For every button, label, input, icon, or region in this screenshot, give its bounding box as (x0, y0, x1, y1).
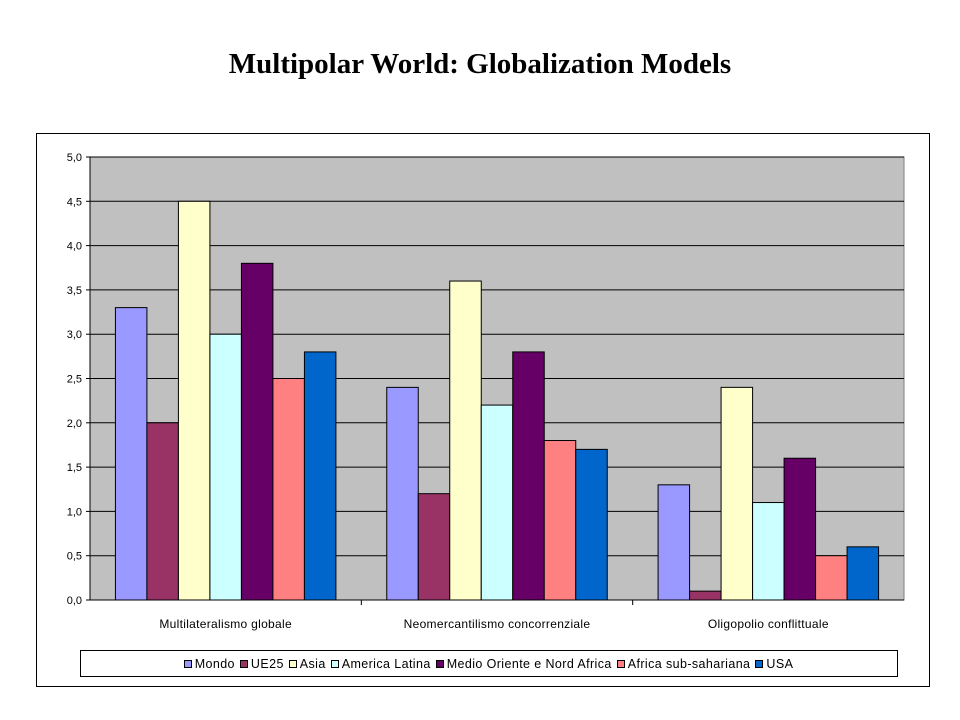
bar (543, 440, 577, 601)
y-tick-label: 3,5 (67, 285, 82, 297)
bar (386, 386, 419, 601)
bar (417, 493, 451, 601)
y-tick-label: 4,0 (67, 241, 82, 253)
bar (657, 484, 691, 601)
bar (272, 378, 305, 601)
legend-swatch (330, 659, 339, 668)
bar (480, 404, 514, 601)
legend-label: Medio Oriente e Nord Africa (446, 656, 612, 671)
legend-item: Africa sub-sahariana (616, 656, 751, 671)
bar (512, 351, 545, 601)
bar (449, 280, 482, 601)
bar (303, 351, 337, 601)
bar (815, 555, 848, 601)
y-tick-label: 0,5 (67, 551, 82, 563)
bar (720, 386, 754, 601)
bar (114, 307, 148, 601)
legend-label: UE25 (250, 656, 284, 671)
legend-swatch (755, 659, 764, 668)
chart-svg: 0,0 0,5 1,0 1,5 2,0 2,5 3,0 3,5 4,0 4,5 5,0 Multila… (67, 152, 905, 631)
y-tick-label: 5,0 (67, 152, 82, 164)
legend-label: Mondo (194, 656, 235, 671)
legend-swatch (435, 659, 444, 668)
bar (240, 262, 274, 601)
legend-swatch (239, 659, 248, 668)
bar (752, 502, 785, 601)
x-category-label: Multilateralismo globale (159, 617, 292, 631)
y-tick-label: 0,0 (67, 595, 82, 607)
bar (177, 200, 211, 601)
legend-label: America Latina (341, 656, 431, 671)
legend-swatch (288, 659, 297, 668)
legend-item: Mondo (183, 656, 235, 671)
chart-frame: 0,0 0,5 1,0 1,5 2,0 2,5 3,0 3,5 4,0 4,5 5,0 Multila… (36, 133, 930, 687)
y-tick-label: 4,5 (67, 196, 82, 208)
chart-legend: Mondo UE25 Asia America Latina Medio Oriente… (80, 650, 898, 677)
bar (575, 448, 608, 601)
y-tick-label: 1,5 (67, 462, 82, 474)
legend-item: America Latina (330, 656, 431, 671)
legend-item: Asia (288, 656, 326, 671)
y-tick-label: 2,0 (67, 418, 82, 430)
x-category-label: Neomercantilismo concorrenziale (404, 617, 591, 631)
chart-title: Multipolar World: Globalization Models (228, 48, 732, 80)
legend-item: UE25 (239, 656, 284, 671)
legend-swatch (616, 659, 625, 668)
bar (783, 457, 817, 601)
x-category-label: Oligopolio conflittuale (708, 617, 829, 631)
legend-item: USA (755, 657, 793, 671)
legend-label: Africa sub-sahariana (627, 656, 751, 671)
legend-item: Medio Oriente e Nord Africa (435, 656, 612, 671)
y-tick-label: 1,0 (67, 506, 82, 518)
bar (209, 333, 242, 601)
bar (146, 422, 179, 601)
y-tick-label: 2,5 (67, 374, 82, 386)
legend-label: Asia (299, 656, 326, 671)
y-tick-label: 3,0 (67, 329, 82, 341)
bar (846, 546, 880, 601)
legend-swatch (183, 659, 192, 668)
legend-label: USA (766, 656, 794, 671)
bar (689, 590, 722, 601)
